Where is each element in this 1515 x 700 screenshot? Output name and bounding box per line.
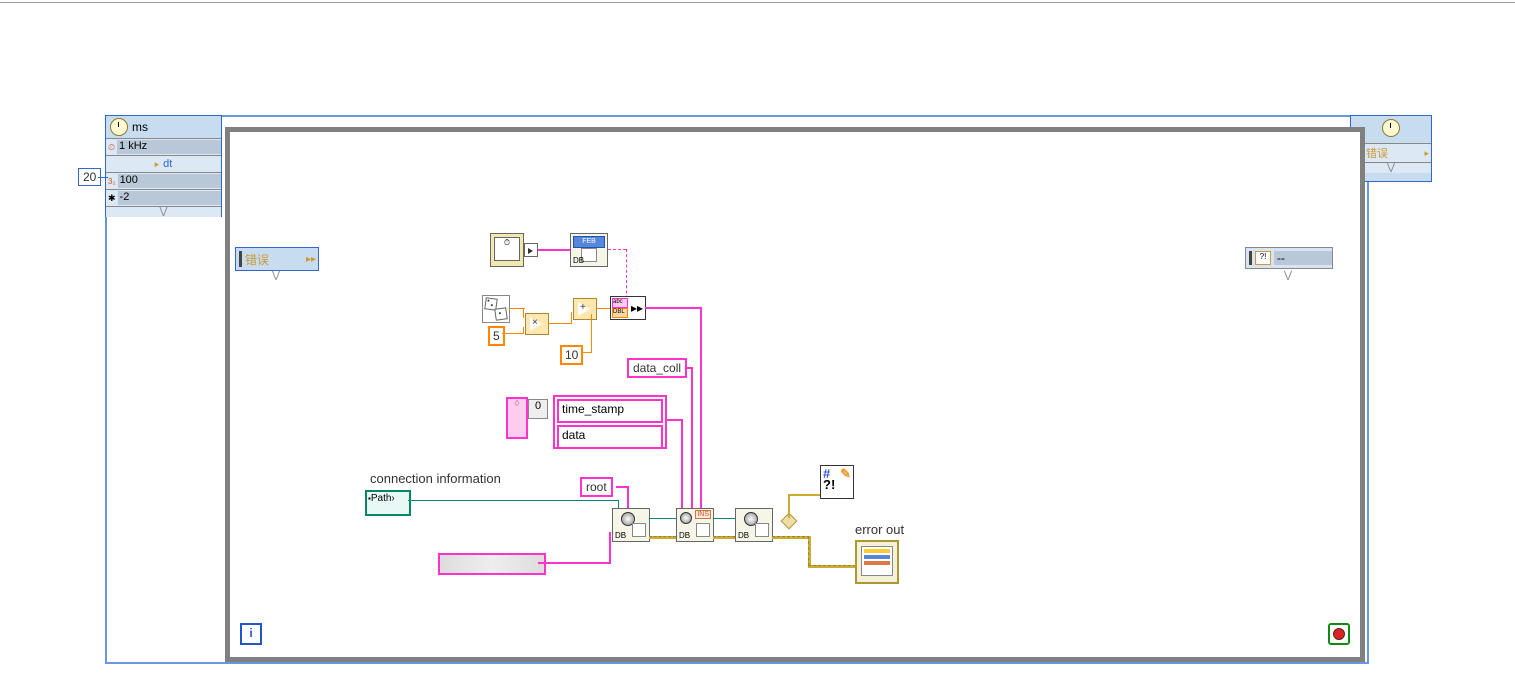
diagram-canvas: ms ⏲ 1 kHz ▸ dt 3₂ 100 ✱ -2 ⋁ 错误 ▸ ⋁ bbox=[0, 0, 1515, 700]
format-date-vi[interactable]: FEB DB bbox=[570, 233, 608, 267]
db-label: DB bbox=[573, 256, 584, 265]
stop-button[interactable] bbox=[1328, 623, 1350, 645]
wire bbox=[713, 536, 735, 539]
clock-icon bbox=[110, 118, 128, 136]
wire bbox=[98, 177, 108, 178]
help-vi[interactable]: # ✎ ?! bbox=[820, 465, 854, 499]
period-row[interactable]: 3₂ 100 bbox=[106, 172, 221, 189]
chevron-down-icon: ⋁ bbox=[1245, 270, 1331, 281]
conn-info-label: connection information bbox=[370, 471, 501, 486]
ms-label: ms bbox=[132, 120, 148, 134]
bar-icon bbox=[1249, 251, 1252, 265]
wire bbox=[408, 500, 618, 501]
path-control[interactable]: ▪Path› bbox=[365, 490, 411, 516]
wire bbox=[691, 367, 693, 519]
db-label: DB bbox=[738, 531, 749, 540]
dt-row[interactable]: ▸ dt bbox=[106, 155, 221, 172]
get-time-vi[interactable]: ⏱ bbox=[490, 233, 524, 267]
wire bbox=[581, 352, 591, 353]
wire bbox=[608, 249, 626, 252]
q-icon: ?! bbox=[823, 477, 835, 492]
wire bbox=[788, 494, 820, 496]
wire bbox=[538, 562, 610, 564]
wire bbox=[609, 532, 611, 564]
expand-chevron-icon[interactable]: ⋁ bbox=[106, 206, 221, 217]
data-coll-const[interactable]: data_coll bbox=[627, 358, 687, 378]
wire bbox=[808, 565, 856, 568]
db-label: DB bbox=[679, 531, 690, 540]
db-open-vi[interactable]: DB bbox=[612, 508, 650, 542]
db-insert-vi[interactable]: INS DB bbox=[676, 508, 714, 542]
random-vi[interactable] bbox=[482, 295, 510, 323]
rate-value: 1 kHz bbox=[117, 140, 221, 154]
db-close-vi[interactable]: DB bbox=[735, 508, 773, 542]
offset-value: -2 bbox=[118, 191, 221, 205]
wire bbox=[502, 333, 524, 334]
constant-10[interactable]: 10 bbox=[560, 345, 583, 365]
wire bbox=[571, 312, 572, 324]
wire bbox=[649, 518, 676, 519]
wire bbox=[772, 536, 810, 539]
password-const[interactable] bbox=[438, 553, 546, 575]
feb-label: FEB bbox=[573, 236, 605, 248]
array-idx-frame: ♢ bbox=[506, 397, 528, 439]
add-node[interactable]: + bbox=[573, 298, 597, 320]
wire bbox=[596, 308, 610, 309]
error-in-terminal[interactable]: 错误 ▸▸ bbox=[235, 247, 319, 271]
rate-row[interactable]: ⏲ 1 kHz bbox=[106, 138, 221, 155]
index-0[interactable]: 0 bbox=[528, 399, 548, 419]
qmark-icon: ?! bbox=[1255, 251, 1271, 265]
time-stamp-field[interactable]: time_stamp bbox=[557, 399, 663, 423]
constant-5[interactable]: 5 bbox=[488, 326, 505, 346]
root-const[interactable]: root bbox=[580, 477, 613, 497]
clock-icon bbox=[1382, 119, 1400, 137]
wire bbox=[523, 308, 524, 318]
wire bbox=[645, 307, 701, 309]
dt-label: dt bbox=[161, 158, 174, 170]
wire bbox=[665, 419, 682, 421]
sel-value: -- bbox=[1274, 251, 1332, 265]
right-err-label: 错误 bbox=[1364, 145, 1422, 161]
loop-config-left[interactable]: ms ⏲ 1 kHz ▸ dt 3₂ 100 ✱ -2 ⋁ bbox=[105, 115, 222, 217]
cluster-frame: time_stamp data bbox=[553, 395, 667, 449]
wire bbox=[591, 314, 592, 353]
iteration-terminal[interactable]: i bbox=[240, 623, 262, 645]
wire bbox=[548, 323, 572, 324]
bar-icon bbox=[239, 251, 242, 267]
wire bbox=[523, 327, 524, 334]
arrow-icon: ▸▸ bbox=[306, 254, 316, 265]
out-tunnel bbox=[524, 243, 538, 257]
wire bbox=[788, 494, 790, 518]
wire bbox=[538, 249, 570, 251]
loop-body bbox=[225, 127, 1365, 662]
period-value: 100 bbox=[118, 174, 221, 188]
case-selector[interactable]: ?! -- bbox=[1245, 247, 1333, 269]
error-out-indicator[interactable] bbox=[855, 540, 899, 584]
wire bbox=[649, 536, 676, 539]
data-field[interactable]: data bbox=[557, 425, 663, 449]
wire bbox=[700, 307, 702, 522]
multiply-node[interactable]: × bbox=[525, 313, 549, 335]
chevron-down-icon: ⋁ bbox=[235, 270, 317, 281]
bundle-node[interactable]: abc DBL ▸▸ bbox=[610, 296, 646, 320]
ins-label: INS bbox=[695, 510, 711, 519]
top-divider bbox=[0, 0, 1515, 3]
wire bbox=[808, 536, 811, 566]
wire bbox=[681, 419, 683, 519]
error-out-label: error out bbox=[855, 522, 904, 537]
err-label: 错误 bbox=[245, 251, 306, 268]
db-label: DB bbox=[615, 531, 626, 540]
wire bbox=[713, 518, 735, 519]
offset-row[interactable]: ✱ -2 bbox=[106, 189, 221, 206]
